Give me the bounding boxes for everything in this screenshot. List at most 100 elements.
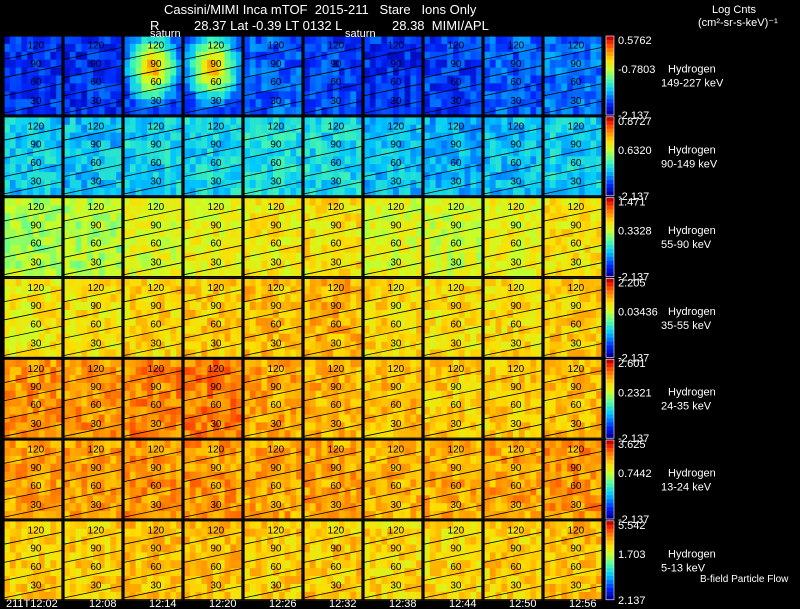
heatmap-cell xyxy=(189,302,197,311)
heatmap-cell xyxy=(561,148,568,157)
heatmap-cell xyxy=(38,213,46,222)
heatmap-cell xyxy=(21,268,28,278)
heatmap-cell xyxy=(398,156,406,165)
heatmap-cell xyxy=(170,75,177,84)
heatmap-cell xyxy=(321,140,328,149)
heatmap-cell xyxy=(393,91,400,100)
heatmap-cell xyxy=(304,83,311,92)
heatmap-cell xyxy=(549,67,557,77)
heatmap-cell xyxy=(404,36,411,45)
heatmap-cell xyxy=(350,164,357,173)
heatmap-cell xyxy=(261,164,268,173)
heatmap-cell xyxy=(249,116,257,126)
heatmap-cell xyxy=(536,75,543,84)
latitude-contour xyxy=(543,127,603,141)
heatmap-cell xyxy=(441,213,448,222)
heatmap-cell xyxy=(364,83,371,92)
heatmap-cell xyxy=(249,310,257,319)
heatmap-cell xyxy=(153,116,160,126)
heatmap-cell xyxy=(513,116,520,126)
heatmap-cell xyxy=(21,398,28,408)
heatmap-cell xyxy=(129,229,137,238)
heatmap-cell xyxy=(213,430,220,439)
heatmap-cell xyxy=(567,205,574,214)
heatmap-cell xyxy=(81,91,88,100)
heatmap-cell xyxy=(410,75,417,84)
heatmap-cell xyxy=(104,99,111,108)
heatmap-cell xyxy=(344,341,351,351)
latitude-tick-label: 120 xyxy=(148,41,165,52)
heatmap-cell xyxy=(315,237,322,246)
latitude-tick-label: 120 xyxy=(208,121,225,132)
latitude-contour xyxy=(123,226,183,240)
heatmap-cell xyxy=(524,294,531,303)
heatmap-cell xyxy=(441,172,448,181)
heatmap-cell xyxy=(129,197,137,207)
heatmap-cell xyxy=(189,156,197,165)
heatmap-cell xyxy=(369,237,377,246)
heatmap-cell xyxy=(484,349,491,358)
heatmap-cell xyxy=(230,124,237,134)
heatmap-cell xyxy=(495,116,502,126)
row-species-label: Hydrogen xyxy=(668,306,716,318)
heatmap-cell xyxy=(189,252,197,262)
latitude-contour xyxy=(243,307,303,321)
heatmap-cell xyxy=(381,164,388,173)
heatmap-cell xyxy=(218,390,226,400)
heatmap-cell xyxy=(98,229,106,238)
heatmap-cell xyxy=(507,99,514,108)
heatmap-cell xyxy=(195,302,202,311)
heatmap-cell xyxy=(236,164,243,173)
heatmap-cell xyxy=(304,156,311,165)
heatmap-cell xyxy=(435,245,442,254)
heatmap-cell xyxy=(249,237,257,246)
heatmap-cell xyxy=(170,213,177,222)
heatmap-cell xyxy=(549,43,557,53)
colorbar-segment xyxy=(606,183,614,189)
heatmap-cell xyxy=(561,116,568,126)
heatmap-cell xyxy=(104,124,111,134)
heatmap-cell xyxy=(567,237,574,246)
heatmap-cell xyxy=(344,148,351,157)
heatmap-cell xyxy=(15,116,22,126)
heatmap-cell xyxy=(33,237,40,246)
heatmap-cell xyxy=(530,252,537,262)
heatmap-cell xyxy=(489,197,497,207)
heatmap-cell xyxy=(69,278,77,287)
heatmap-cell xyxy=(410,116,417,126)
heatmap-cell xyxy=(555,59,562,69)
heatmap-cell xyxy=(87,382,94,392)
latitude-tick-label: 120 xyxy=(448,41,465,52)
heatmap-cell xyxy=(21,205,28,214)
heatmap-cell xyxy=(567,36,574,45)
heatmap-cell xyxy=(447,286,454,295)
heatmap-cell xyxy=(530,197,537,207)
heatmap-cell xyxy=(429,341,437,351)
heatmap-cell xyxy=(530,36,537,45)
panel-border xyxy=(123,197,183,278)
heatmap-cell xyxy=(44,99,51,108)
heatmap-cell xyxy=(44,83,51,92)
heatmap-cell xyxy=(333,245,340,254)
heatmap-cell xyxy=(561,83,568,92)
heatmap-cell xyxy=(410,252,417,262)
heatmap-cell xyxy=(230,91,237,100)
heatmap-cell xyxy=(513,278,520,287)
heatmap-cell xyxy=(244,302,251,311)
colorbar-min: -2.137 xyxy=(618,272,649,284)
heatmap-cell xyxy=(315,36,322,45)
heatmap-cell xyxy=(584,252,591,262)
heatmap-cell xyxy=(153,75,160,84)
heatmap-cell xyxy=(424,107,431,116)
heatmap-cell xyxy=(404,213,411,222)
heatmap-cell xyxy=(530,51,537,61)
heatmap-cell xyxy=(578,36,586,45)
heatmap-cell xyxy=(315,172,322,181)
heatmap-cell xyxy=(110,375,117,384)
heatmap-cell xyxy=(398,310,406,319)
heatmap-cell xyxy=(344,172,351,181)
heatmap-cell xyxy=(501,67,508,77)
heatmap-cell xyxy=(464,107,471,116)
